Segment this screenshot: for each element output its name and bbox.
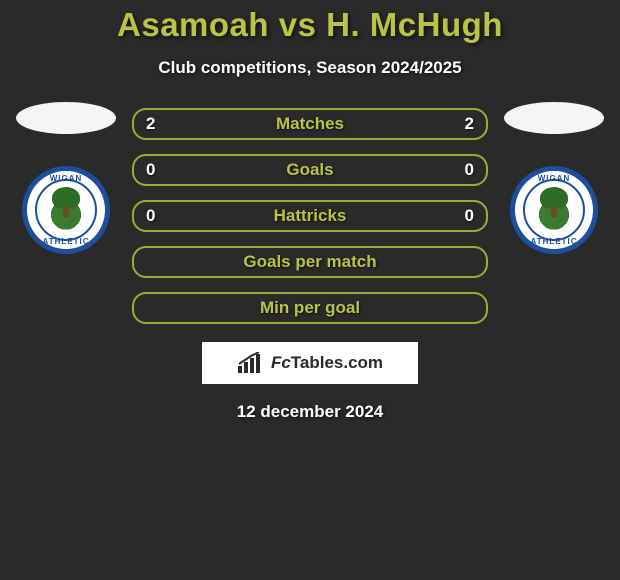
stat-row-goals: 0 Goals 0 <box>132 154 488 186</box>
club-badge-inner <box>35 179 97 241</box>
stat-right-value: 0 <box>465 206 474 226</box>
stat-label: Goals per match <box>132 252 488 272</box>
comparison-card: Asamoah vs H. McHugh Club competitions, … <box>0 0 620 422</box>
player2-name: H. McHugh <box>326 6 503 43</box>
vs-text: vs <box>279 6 317 43</box>
player1-club-badge: WIGAN ATHLETIC <box>22 166 110 254</box>
player2-club-badge: WIGAN ATHLETIC <box>510 166 598 254</box>
stat-row-goals-per-match: Goals per match <box>132 246 488 278</box>
stat-right-value: 2 <box>465 114 474 134</box>
club-badge-inner <box>523 179 585 241</box>
body-row: WIGAN ATHLETIC 2 Matches 2 0 Goals <box>0 108 620 324</box>
tree-icon <box>52 187 80 209</box>
tree-trunk-icon <box>63 207 69 217</box>
right-side: WIGAN ATHLETIC <box>494 108 614 254</box>
player1-name: Asamoah <box>117 6 269 43</box>
stat-row-min-per-goal: Min per goal <box>132 292 488 324</box>
stat-label: Hattricks <box>132 206 488 226</box>
brand-text: FcTables.com <box>271 353 383 373</box>
stat-bars: 2 Matches 2 0 Goals 0 0 Hattricks 0 <box>126 108 494 324</box>
stat-row-matches: 2 Matches 2 <box>132 108 488 140</box>
subtitle: Club competitions, Season 2024/2025 <box>0 58 620 78</box>
tree-trunk-icon <box>551 207 557 217</box>
tree-icon <box>540 187 568 209</box>
stat-label: Goals <box>132 160 488 180</box>
player1-avatar <box>16 102 116 134</box>
title: Asamoah vs H. McHugh <box>0 6 620 44</box>
stat-row-hattricks: 0 Hattricks 0 <box>132 200 488 232</box>
stat-label: Matches <box>132 114 488 134</box>
stat-left-value: 0 <box>146 160 155 180</box>
club-name-bottom: ATHLETIC <box>27 237 105 246</box>
club-name-bottom: ATHLETIC <box>515 237 593 246</box>
stat-label: Min per goal <box>132 298 488 318</box>
stat-right-value: 0 <box>465 160 474 180</box>
brand-box: FcTables.com <box>202 342 418 384</box>
stat-left-value: 2 <box>146 114 155 134</box>
footer-date: 12 december 2024 <box>0 402 620 422</box>
bar-chart-icon <box>237 352 265 374</box>
player2-avatar <box>504 102 604 134</box>
brand-rest: Tables.com <box>291 353 383 372</box>
left-side: WIGAN ATHLETIC <box>6 108 126 254</box>
stat-left-value: 0 <box>146 206 155 226</box>
brand-prefix: Fc <box>271 353 291 372</box>
